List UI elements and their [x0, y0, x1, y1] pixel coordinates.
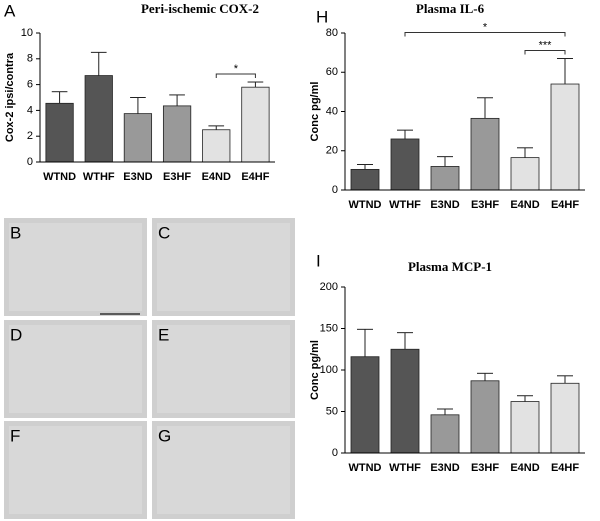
bar: [350, 168, 380, 191]
panel-label: B: [10, 223, 21, 242]
y-axis-label: Cox-2 ipsi/contra: [4, 52, 16, 142]
panel-label: A: [4, 1, 16, 20]
bar: [350, 356, 380, 454]
bar: [430, 166, 460, 191]
x-tick-label: E3HF: [471, 462, 499, 474]
bar: [430, 414, 460, 454]
significance-label: ***: [539, 39, 553, 51]
x-tick-label: WTND: [349, 462, 382, 474]
y-axis-label: Conc pg/ml: [309, 82, 321, 142]
x-tick-label: WTND: [43, 171, 76, 183]
y-tick-label: 10: [21, 27, 33, 39]
bar: [510, 401, 540, 454]
bar: [123, 113, 153, 163]
significance-bracket: [404, 32, 566, 37]
bar: [241, 86, 270, 163]
y-tick-label: 80: [326, 27, 338, 39]
micrograph-texture: [157, 223, 290, 311]
bar: [470, 380, 500, 454]
bar: [84, 75, 113, 163]
x-tick-label: E3HF: [471, 199, 499, 211]
micrograph-texture: [9, 325, 142, 413]
bar: [390, 138, 420, 191]
chart-title: Plasma MCP-1: [408, 259, 492, 274]
bar: [162, 105, 192, 163]
bar: [45, 102, 74, 163]
y-axis-label: Conc pg/ml: [309, 340, 321, 400]
bar: [470, 117, 500, 191]
panel-label: E: [158, 325, 169, 344]
panel-label: F: [10, 426, 20, 445]
x-tick-label: E4HF: [241, 171, 269, 183]
y-tick-label: 50: [326, 405, 338, 417]
y-tick-label: 60: [326, 66, 338, 78]
y-tick-label: 0: [27, 156, 33, 168]
x-tick-label: E3ND: [430, 462, 459, 474]
significance-label: *: [483, 21, 488, 33]
micrograph-texture: [157, 426, 290, 514]
x-tick-label: E4ND: [202, 171, 231, 183]
bar: [510, 157, 540, 191]
bar: [390, 348, 420, 454]
x-tick-label: E4ND: [510, 199, 539, 211]
panel-label: C: [158, 223, 170, 242]
x-tick-label: E4ND: [510, 462, 539, 474]
y-tick-label: 150: [320, 322, 338, 334]
micrograph-texture: [157, 325, 290, 413]
y-tick-label: 4: [27, 104, 33, 116]
y-tick-label: 6: [27, 79, 33, 91]
significance-bracket: [524, 50, 566, 55]
x-tick-label: WTND: [349, 199, 382, 211]
panel-label: D: [10, 325, 22, 344]
panel-label: G: [158, 426, 171, 445]
significance-label: *: [234, 63, 239, 75]
bar: [550, 382, 580, 454]
micrograph-texture: [9, 223, 142, 311]
x-tick-label: WTHF: [389, 462, 421, 474]
y-tick-label: 0: [332, 447, 338, 459]
significance-bracket: [215, 73, 256, 79]
y-tick-label: 8: [27, 53, 33, 65]
x-tick-label: E4HF: [551, 199, 579, 211]
y-tick-label: 20: [326, 145, 338, 157]
chart-title: Plasma IL-6: [416, 1, 485, 16]
x-tick-label: WTHF: [389, 199, 421, 211]
bar: [550, 83, 580, 191]
bar: [202, 129, 231, 163]
y-tick-label: 200: [320, 281, 338, 293]
chart-title: Peri-ischemic COX-2: [141, 1, 259, 16]
x-tick-label: E3ND: [123, 171, 152, 183]
y-tick-label: 0: [332, 184, 338, 196]
x-tick-label: E3HF: [163, 171, 191, 183]
x-tick-label: E4HF: [551, 462, 579, 474]
y-tick-label: 100: [320, 364, 338, 376]
micrograph-texture: [9, 426, 142, 514]
x-tick-label: WTHF: [83, 171, 115, 183]
y-tick-label: 40: [326, 105, 338, 117]
y-tick-label: 2: [27, 130, 33, 142]
x-tick-label: E3ND: [430, 199, 459, 211]
panel-label: H: [316, 7, 328, 26]
panel-label: I: [316, 251, 321, 270]
